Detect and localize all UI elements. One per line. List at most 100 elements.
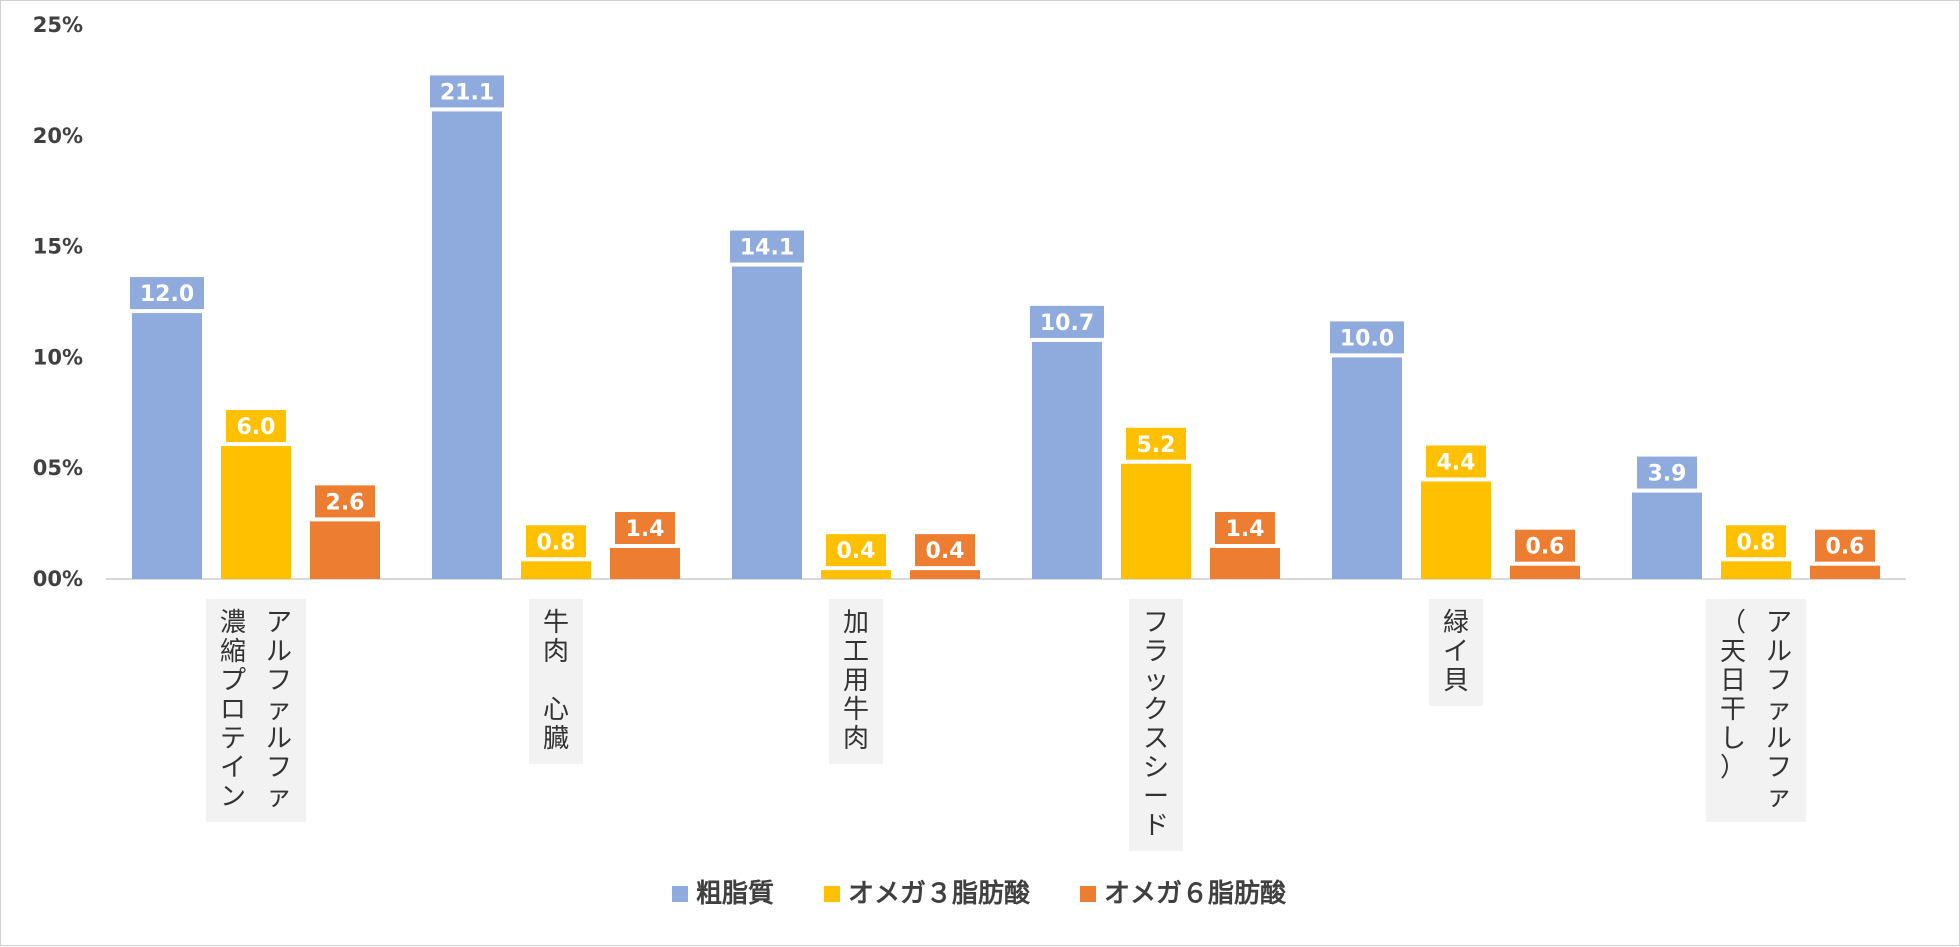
category-label: ア (266, 608, 292, 638)
y-tick-label: 15% (33, 235, 83, 259)
legend-swatch (672, 886, 688, 902)
category-label-box (1429, 599, 1483, 706)
data-label: 0.6 (1826, 535, 1865, 560)
category-label: フ (1766, 666, 1792, 696)
data-label-box (1215, 511, 1275, 544)
category-label: 肉 (543, 637, 569, 667)
y-tick-label: 05% (33, 456, 83, 480)
category-label: 工 (843, 637, 869, 667)
bar (1721, 561, 1791, 579)
bar (732, 266, 802, 579)
data-label-box (315, 485, 375, 518)
data-label-box (526, 525, 586, 558)
category-label: ァ (266, 782, 292, 812)
data-label: 1.4 (626, 517, 665, 542)
bar (1121, 463, 1191, 579)
bar (1332, 357, 1402, 579)
category-label: （ (1720, 608, 1746, 638)
data-label: 0.8 (1737, 530, 1776, 555)
data-label: 4.4 (1437, 450, 1476, 475)
data-label-box (1330, 321, 1404, 354)
category-label: シ (1143, 753, 1169, 783)
category-label: 加 (843, 608, 869, 638)
y-tick-label: 25% (33, 13, 83, 37)
category-label: ロ (220, 695, 246, 725)
category-label-box (529, 599, 583, 764)
category-label: 肉 (843, 724, 869, 754)
bar (1810, 565, 1880, 579)
legend-label: 粗脂質 (696, 879, 774, 909)
data-label-box (1726, 525, 1786, 558)
data-label-box (1426, 445, 1486, 478)
bar (1032, 341, 1102, 579)
category-label: ァ (1766, 782, 1792, 812)
bar (821, 570, 891, 579)
bar (910, 570, 980, 579)
category-label: ァ (1766, 695, 1792, 725)
category-label: ル (266, 637, 292, 667)
category-label: フ (266, 753, 292, 783)
category-label: 干 (1720, 695, 1746, 725)
y-tick-label: 10% (33, 345, 83, 369)
data-label-box (1637, 456, 1697, 489)
category-label: ラ (1143, 637, 1169, 667)
bar (221, 446, 291, 579)
data-label: 0.6 (1526, 535, 1565, 560)
category-label: イ (1443, 637, 1469, 667)
data-label: 3.9 (1648, 462, 1687, 487)
category-label: 用 (843, 666, 869, 696)
legend-label: オメガ３脂肪酸 (848, 879, 1031, 909)
data-label: 10.7 (1040, 311, 1094, 336)
legend-swatch (824, 886, 840, 902)
data-label: 14.1 (740, 236, 794, 261)
data-label: 0.8 (537, 530, 576, 555)
data-label: 10.0 (1340, 326, 1394, 351)
data-label-box (826, 534, 886, 567)
category-label: 日 (1720, 666, 1746, 696)
category-label: ァ (266, 695, 292, 725)
category-label: 貝 (1443, 666, 1469, 696)
category-label: ス (1143, 724, 1169, 754)
bar (610, 547, 680, 579)
data-label: 21.1 (440, 80, 494, 105)
data-label-box (430, 75, 504, 108)
category-label: イ (220, 753, 246, 783)
category-label-box (829, 599, 883, 764)
category-label: 緑 (1443, 608, 1469, 638)
bar (521, 561, 591, 579)
data-label: 0.4 (926, 539, 965, 564)
category-label: ル (1766, 724, 1792, 754)
y-tick-label: 00% (33, 567, 83, 591)
bar (132, 313, 202, 579)
data-label-box (615, 511, 675, 544)
category-label: ン (220, 782, 246, 812)
legend-swatch (1080, 886, 1096, 902)
category-label: し (1720, 724, 1746, 754)
category-label: ド (1143, 811, 1169, 841)
category-label: ル (1766, 637, 1792, 667)
bar (1421, 481, 1491, 579)
data-label: 0.4 (837, 539, 876, 564)
data-label-box (1815, 529, 1875, 562)
category-label: 縮 (220, 637, 246, 667)
category-label: ッ (1143, 666, 1169, 696)
bar (1632, 492, 1702, 579)
bar (1210, 547, 1280, 579)
data-label-box (130, 277, 204, 310)
category-label-box (206, 599, 306, 822)
data-label: 6.0 (237, 415, 276, 440)
category-label: フ (266, 666, 292, 696)
category-label: ） (1720, 753, 1746, 783)
category-label: 牛 (543, 608, 569, 638)
bar (1510, 565, 1580, 579)
data-label-box (1515, 529, 1575, 562)
data-label-box (226, 410, 286, 443)
category-label: 天 (1720, 637, 1746, 667)
bar (310, 521, 380, 579)
category-label: 牛 (843, 695, 869, 725)
data-label: 1.4 (1226, 517, 1265, 542)
category-label: 心 (543, 695, 569, 725)
category-label: ク (1143, 695, 1169, 725)
